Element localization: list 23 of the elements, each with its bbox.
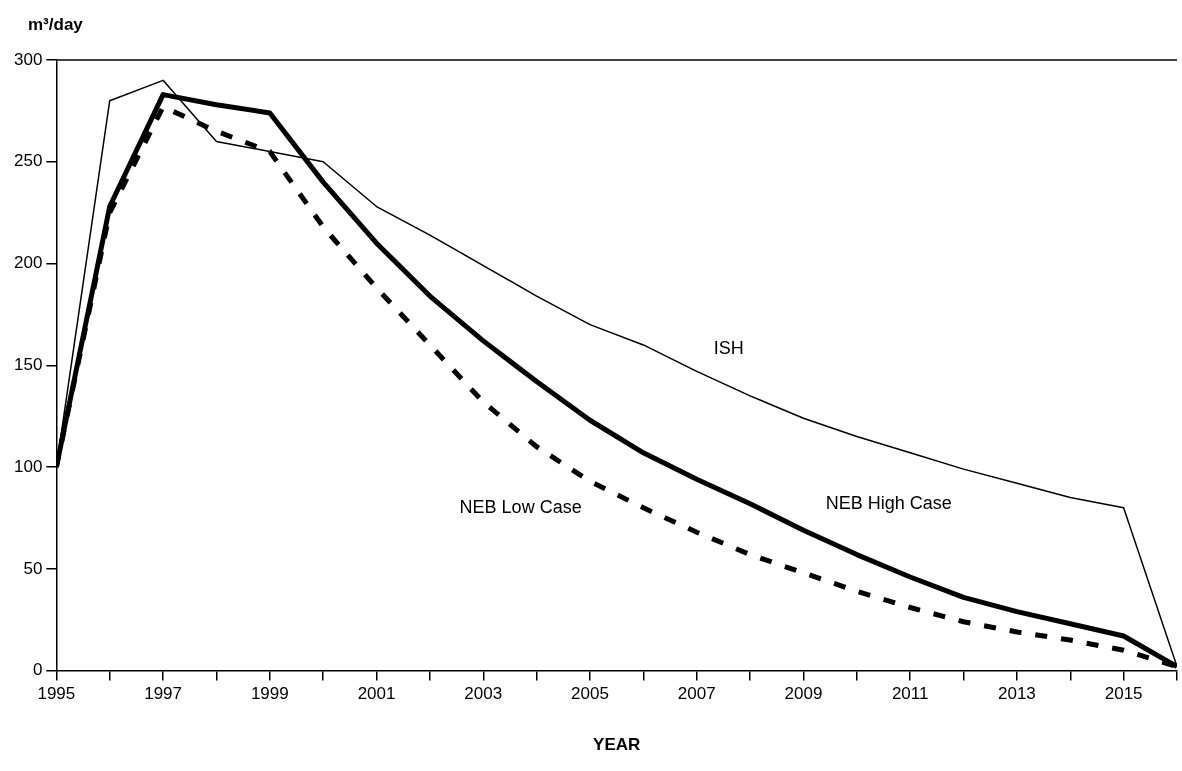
y-tick-label: 250 (13, 151, 43, 171)
x-tick-label: 2015 (1104, 684, 1143, 704)
y-tick-label: 200 (13, 253, 43, 273)
x-tick-label: 2007 (677, 684, 716, 704)
y-tick-label: 0 (32, 660, 43, 680)
x-tick-label: 2011 (891, 684, 929, 704)
y-tick-label: 100 (13, 456, 43, 476)
series-label: ISH (713, 337, 744, 358)
x-tick-label: 1997 (144, 684, 183, 704)
y-tick-label: 150 (13, 354, 43, 374)
y-tick-label: 50 (23, 558, 43, 578)
x-axis-title: YEAR (593, 735, 641, 754)
x-tick-label: 2005 (571, 684, 609, 704)
y-tick-label: 300 (13, 49, 43, 69)
x-tick-label: 2013 (998, 684, 1036, 704)
x-tick-label: 2003 (464, 684, 503, 704)
series-label: NEB High Case (825, 492, 952, 513)
x-tick-label: 2009 (784, 684, 823, 704)
x-tick-label: 2001 (357, 684, 396, 704)
series-label: NEB Low Case (459, 496, 582, 517)
y-axis-title: m³/day (28, 15, 84, 34)
x-tick-label: 1999 (250, 684, 289, 704)
x-tick-label: 1995 (37, 684, 76, 704)
